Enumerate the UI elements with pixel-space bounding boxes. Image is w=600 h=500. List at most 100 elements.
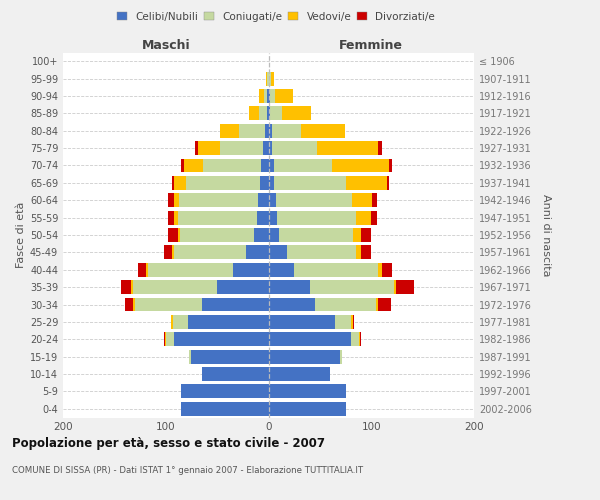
- Bar: [389, 158, 392, 172]
- Bar: [269, 228, 279, 242]
- Bar: [269, 124, 272, 138]
- Bar: [315, 298, 376, 312]
- Bar: [294, 263, 379, 276]
- Bar: [269, 384, 346, 398]
- Bar: [220, 124, 239, 138]
- Bar: [259, 106, 268, 120]
- Bar: [191, 350, 269, 364]
- Bar: [379, 263, 382, 276]
- Bar: [165, 332, 166, 346]
- Bar: [269, 280, 310, 294]
- Bar: [178, 228, 180, 242]
- Bar: [350, 332, 359, 346]
- Bar: [274, 158, 332, 172]
- Bar: [359, 332, 360, 346]
- Bar: [133, 280, 217, 294]
- Bar: [260, 176, 269, 190]
- Bar: [353, 228, 361, 242]
- Bar: [269, 246, 287, 260]
- Bar: [138, 263, 146, 276]
- Bar: [174, 332, 269, 346]
- Bar: [335, 315, 351, 329]
- Bar: [272, 124, 301, 138]
- Bar: [372, 194, 377, 207]
- Bar: [271, 72, 274, 86]
- Bar: [125, 298, 133, 312]
- Bar: [287, 246, 356, 260]
- Bar: [184, 158, 203, 172]
- Y-axis label: Fasce di età: Fasce di età: [16, 202, 26, 268]
- Bar: [181, 158, 184, 172]
- Bar: [220, 141, 263, 155]
- Bar: [166, 332, 174, 346]
- Bar: [174, 194, 179, 207]
- Text: Popolazione per età, sesso e stato civile - 2007: Popolazione per età, sesso e stato civil…: [12, 438, 325, 450]
- Bar: [202, 367, 269, 381]
- Bar: [269, 367, 330, 381]
- Bar: [249, 106, 259, 120]
- Bar: [361, 228, 371, 242]
- Bar: [257, 210, 269, 224]
- Bar: [269, 141, 272, 155]
- Bar: [269, 332, 350, 346]
- Bar: [352, 194, 372, 207]
- Bar: [340, 350, 343, 364]
- Bar: [356, 246, 361, 260]
- Bar: [172, 176, 174, 190]
- Bar: [246, 246, 269, 260]
- Bar: [361, 246, 371, 260]
- Bar: [268, 89, 269, 103]
- Bar: [179, 194, 258, 207]
- Bar: [203, 158, 262, 172]
- Bar: [194, 141, 197, 155]
- Bar: [148, 263, 233, 276]
- Bar: [269, 176, 274, 190]
- Bar: [379, 298, 391, 312]
- Bar: [269, 263, 294, 276]
- Bar: [376, 298, 379, 312]
- Bar: [217, 280, 269, 294]
- Bar: [173, 315, 188, 329]
- Bar: [275, 89, 293, 103]
- Bar: [275, 194, 352, 207]
- Bar: [360, 332, 361, 346]
- Bar: [265, 89, 268, 103]
- Bar: [379, 141, 382, 155]
- Bar: [268, 72, 269, 86]
- Bar: [178, 210, 257, 224]
- Bar: [258, 194, 269, 207]
- Bar: [371, 210, 377, 224]
- Bar: [274, 176, 346, 190]
- Bar: [168, 194, 174, 207]
- Text: COMUNE DI SISSA (PR) - Dati ISTAT 1° gennaio 2007 - Elaborazione TUTTITALIA.IT: COMUNE DI SISSA (PR) - Dati ISTAT 1° gen…: [12, 466, 363, 475]
- Bar: [197, 141, 220, 155]
- Bar: [269, 194, 275, 207]
- Bar: [277, 210, 356, 224]
- Bar: [186, 176, 260, 190]
- Bar: [332, 158, 389, 172]
- Bar: [164, 246, 172, 260]
- Bar: [396, 280, 415, 294]
- Bar: [356, 210, 371, 224]
- Bar: [269, 210, 277, 224]
- Bar: [131, 280, 133, 294]
- Bar: [269, 315, 335, 329]
- Bar: [268, 106, 269, 120]
- Bar: [269, 158, 274, 172]
- Bar: [346, 176, 386, 190]
- Bar: [269, 106, 282, 120]
- Bar: [279, 228, 353, 242]
- Bar: [133, 298, 135, 312]
- Bar: [135, 298, 202, 312]
- Bar: [174, 176, 187, 190]
- Bar: [168, 228, 178, 242]
- Bar: [171, 315, 173, 329]
- Y-axis label: Anni di nascita: Anni di nascita: [541, 194, 551, 276]
- Bar: [272, 141, 317, 155]
- Text: Maschi: Maschi: [142, 38, 190, 52]
- Bar: [269, 72, 271, 86]
- Bar: [382, 263, 392, 276]
- Bar: [353, 315, 354, 329]
- Bar: [164, 332, 165, 346]
- Bar: [146, 263, 148, 276]
